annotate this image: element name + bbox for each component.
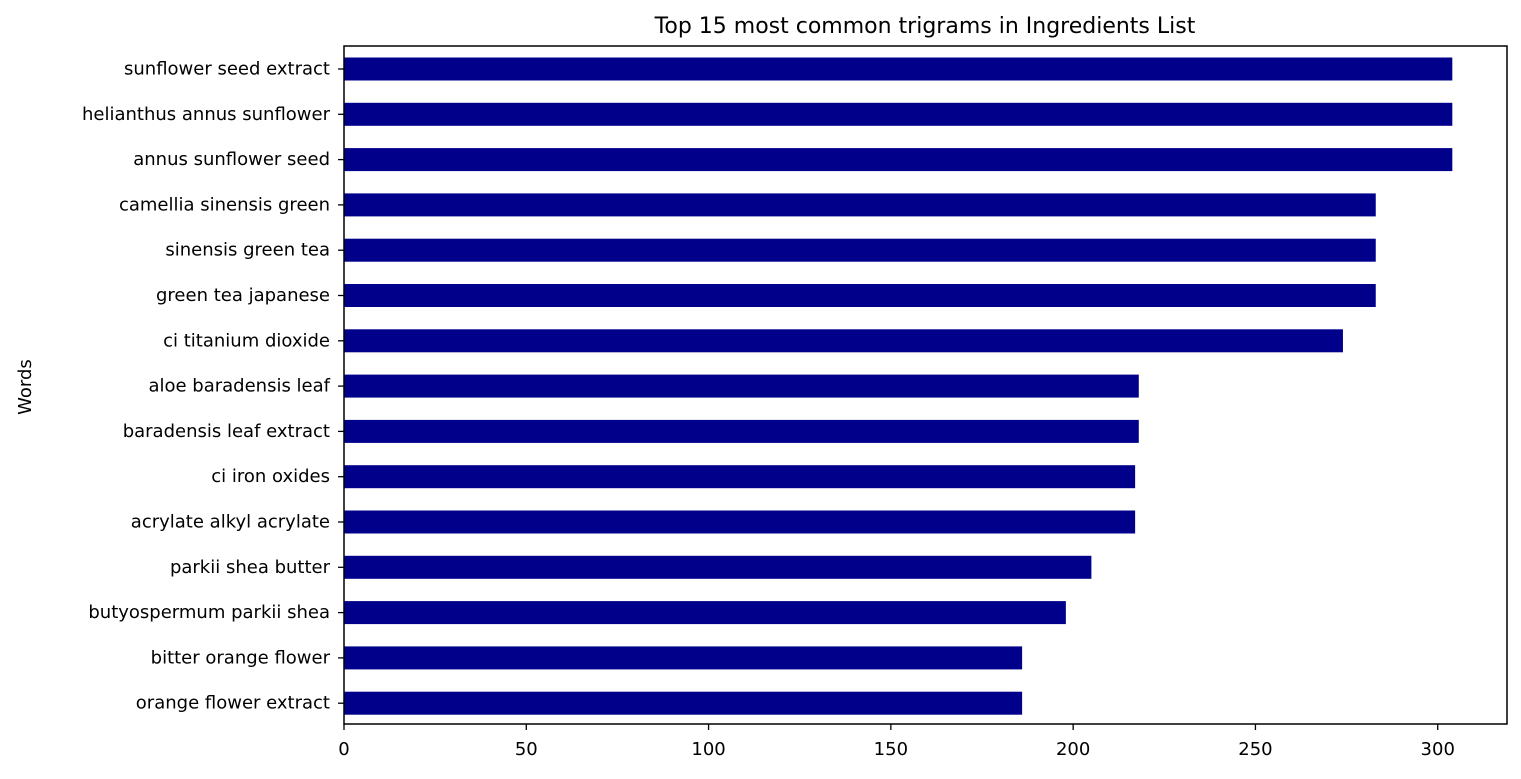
y-tick-label: camellia sinensis green [119,194,330,215]
x-tick-label: 0 [338,739,349,760]
plot-frame [343,45,1508,725]
bar [344,510,1136,534]
y-tick-label: sunflower seed extract [124,59,330,80]
bar [344,284,1376,307]
bar [344,238,1376,262]
x-tick-label: 150 [874,739,908,760]
y-tick-label: sinensis green tea [165,240,330,261]
bar [344,57,1453,81]
bar [344,329,1343,353]
bar [344,465,1136,489]
y-tick-label: orange flower extract [136,693,330,714]
x-ticks-group: 0 50 100 150 200 250 300 [338,724,1455,760]
bar [344,193,1376,217]
y-tick-label: acrylate alkyl acrylate [131,512,330,533]
y-tick-label: helianthus annus sunflower [82,104,331,125]
y-tick-label: ci titanium dioxide [163,330,330,351]
y-tick-label: parkii shea butter [170,557,331,578]
bar [344,601,1066,625]
bar [344,646,1023,670]
x-tick-label: 250 [1238,739,1272,760]
y-ticks-group: sunflower seed extract helianthus annus s… [82,59,344,714]
bar [344,691,1023,715]
y-tick-label: green tea japanese [156,285,330,306]
x-tick-label: 300 [1421,739,1455,760]
x-tick-label: 200 [1056,739,1090,760]
y-tick-label: annus sunflower seed [133,149,330,170]
chart-title: Top 15 most common trigrams in Ingredien… [654,14,1196,39]
y-tick-label: ci iron oxides [211,466,330,487]
y-tick-label: bitter orange flower [151,647,331,668]
y-tick-label: butyospermum parkii shea [88,602,330,623]
bar [344,374,1139,398]
bars-group [344,57,1453,715]
y-axis-label: Words [15,359,36,415]
bar [344,555,1092,579]
y-tick-label: aloe baradensis leaf [148,376,330,397]
bar [344,148,1453,172]
x-tick-label: 100 [691,739,725,760]
x-tick-label: 50 [515,739,538,760]
bar [344,102,1453,126]
y-tick-label: baradensis leaf extract [123,421,330,442]
bar [344,419,1139,443]
